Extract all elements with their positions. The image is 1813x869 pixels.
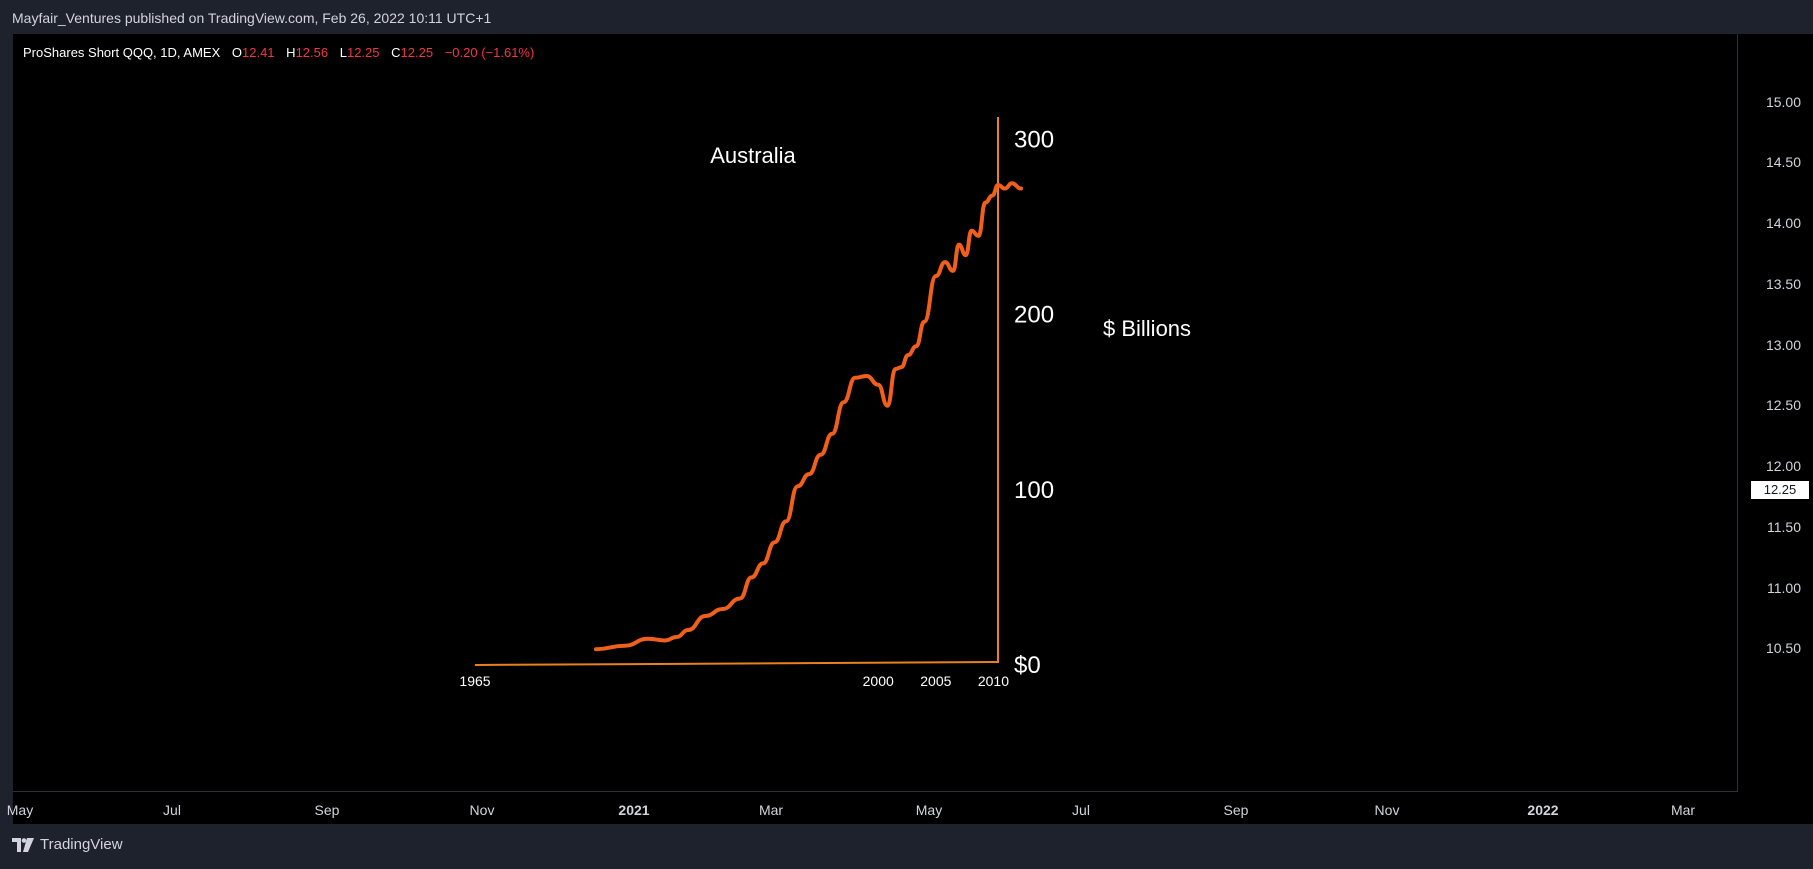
current-price-label: 12.25 <box>1751 481 1809 499</box>
open-value: 12.41 <box>242 45 275 60</box>
time-tick: Nov <box>1374 802 1400 818</box>
price-tick: 14.00 <box>1765 215 1801 231</box>
x-tick-label: 2000 <box>863 673 894 689</box>
publication-header: Mayfair_Ventures published on TradingVie… <box>0 0 1813 34</box>
series-line <box>593 181 1024 652</box>
time-tick: Sep <box>314 802 340 818</box>
x-tick-label: 2010 <box>978 673 1009 689</box>
low-label: L <box>339 45 347 60</box>
time-tick: May <box>6 802 34 818</box>
published-info: Mayfair_Ventures published on TradingVie… <box>12 10 492 26</box>
time-tick: 2022 <box>1527 802 1559 818</box>
y-tick-label: 200 <box>1014 302 1054 329</box>
time-tick: Jul <box>1072 802 1090 818</box>
high-value: 12.56 <box>295 45 329 60</box>
time-tick: Sep <box>1223 802 1249 818</box>
symbol-name[interactable]: ProShares Short QQQ, 1D, AMEX <box>23 45 221 60</box>
time-tick: Mar <box>1670 802 1696 818</box>
chart-title: Australia <box>710 143 796 168</box>
low-value: 12.25 <box>346 45 380 60</box>
price-tick: 15.00 <box>1765 94 1801 110</box>
price-tick: 12.50 <box>1765 397 1801 413</box>
close-label: C <box>391 45 401 60</box>
high-label: H <box>286 45 296 60</box>
price-axis[interactable]: 15.00 14.50 14.00 13.50 13.00 12.50 12.0… <box>1738 34 1813 791</box>
footer: TradingView <box>12 836 123 853</box>
time-tick: Nov <box>469 802 495 818</box>
price-tick: 13.50 <box>1765 276 1801 292</box>
x-tick-label: 2005 <box>920 673 951 689</box>
symbol-legend[interactable]: ProShares Short QQQ, 1D, AMEX O12.41 H12… <box>23 45 534 60</box>
time-tick: May <box>915 802 943 818</box>
price-tick: 11.50 <box>1767 519 1801 535</box>
price-tick: 13.00 <box>1765 337 1801 353</box>
price-tick: 12.00 <box>1765 458 1801 474</box>
plot-area[interactable]: $0 100 200 300 1965 2000 2005 2010 Australia $ Bi… <box>13 34 1738 792</box>
y-tick-label: $0 <box>1014 652 1041 679</box>
y-tick-label: 100 <box>1014 477 1054 504</box>
time-tick: 2021 <box>618 802 650 818</box>
price-tick: 11.00 <box>1767 580 1801 596</box>
close-value: 12.25 <box>400 45 434 60</box>
y-tick-label: 300 <box>1014 127 1054 154</box>
tradingview-logo-icon <box>12 837 34 852</box>
y-axis-label: $ Billions <box>1103 316 1191 341</box>
x-axis-line <box>474 661 999 666</box>
time-tick: Jul <box>163 802 181 818</box>
price-tick: 10.50 <box>1765 640 1801 656</box>
x-tick-label: 1965 <box>459 673 490 689</box>
change-value: −0.20 (−1.61%) <box>444 45 535 60</box>
footer-brand[interactable]: TradingView <box>40 836 123 853</box>
price-tick: 14.50 <box>1765 154 1801 170</box>
time-axis[interactable]: May Jul Sep Nov 2021 Mar May Jul Sep Nov… <box>7 792 1737 824</box>
drawing-chart: $0 100 200 300 1965 2000 2005 2010 Australia $ Bi… <box>459 117 1191 689</box>
time-tick: Mar <box>758 802 784 818</box>
open-label: O <box>231 45 242 60</box>
chart-frame[interactable]: $0 100 200 300 1965 2000 2005 2010 Australia $ Bi… <box>7 34 1813 824</box>
